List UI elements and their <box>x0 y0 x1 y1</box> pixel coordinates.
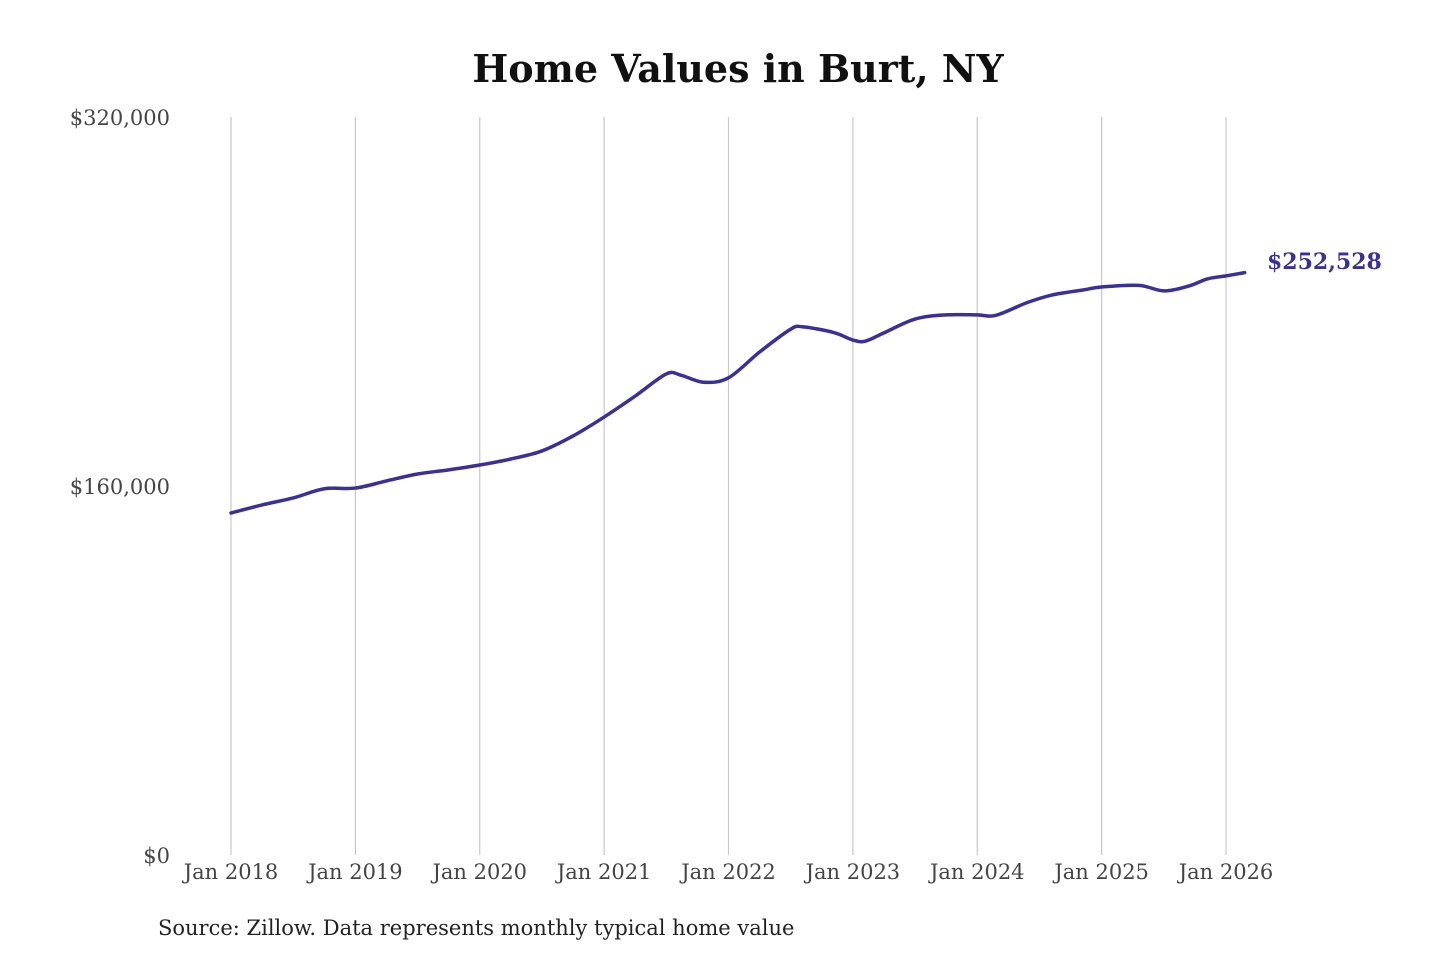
y-tick-label: $160,000 <box>70 475 170 499</box>
y-tick-label: $320,000 <box>70 106 170 130</box>
end-value-label: $252,528 <box>1267 249 1382 275</box>
x-tick-label: Jan 2023 <box>804 860 901 884</box>
series-line <box>229 270 1247 515</box>
x-tick-label: Jan 2026 <box>1177 860 1274 884</box>
x-tick-label: Jan 2020 <box>430 860 527 884</box>
x-tick-label: Jan 2022 <box>679 860 776 884</box>
chart-title: Home Values in Burt, NY <box>472 46 1004 91</box>
y-tick-label: $0 <box>143 844 170 868</box>
x-tick-label: Jan 2019 <box>306 860 403 884</box>
x-tick-label: Jan 2024 <box>928 860 1025 884</box>
x-tick-label: Jan 2025 <box>1052 860 1149 884</box>
x-tick-label: Jan 2018 <box>182 860 279 884</box>
x-tick-label: Jan 2021 <box>555 860 652 884</box>
source-note: Source: Zillow. Data represents monthly … <box>158 916 795 940</box>
